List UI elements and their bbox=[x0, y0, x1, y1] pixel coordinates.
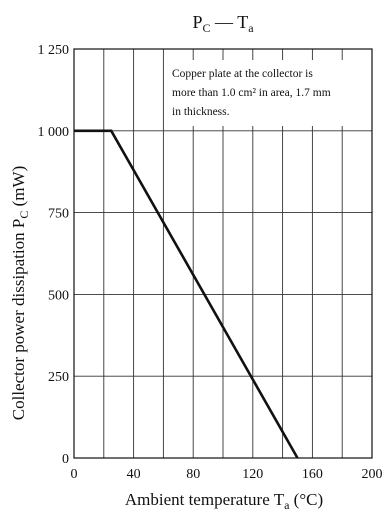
y-axis-label-unit: (mW) bbox=[9, 166, 28, 211]
y-tick-label-0: 0 bbox=[62, 452, 69, 467]
annotation-line-1: Copper plate at the collector is bbox=[172, 68, 313, 80]
x-axis-label-sub: a bbox=[284, 498, 290, 512]
y-tick-label-500: 500 bbox=[48, 288, 69, 303]
x-tick-label-80: 80 bbox=[186, 467, 200, 482]
annotation-box bbox=[166, 60, 366, 126]
x-tick-label-200: 200 bbox=[362, 467, 383, 482]
y-axis-label-text: Collector power dissipation P bbox=[9, 219, 28, 421]
x-tick-label-40: 40 bbox=[127, 467, 141, 482]
y-tick-label-250: 250 bbox=[48, 370, 69, 385]
annotation-line-3: in thickness. bbox=[172, 106, 230, 118]
annotation-line-2: more than 1.0 cm² in area, 1.7 mm bbox=[172, 87, 331, 99]
plot-frame bbox=[73, 48, 373, 459]
title-second: T bbox=[237, 12, 248, 32]
title-sep: — bbox=[211, 12, 238, 32]
title-main-sub: C bbox=[202, 21, 210, 35]
title-main: P bbox=[192, 12, 202, 32]
series-line-power-dissipation bbox=[74, 129, 299, 459]
y-tick-labels: 0 250 500 750 1 000 1 250 bbox=[38, 43, 70, 467]
x-tick-label-160: 160 bbox=[302, 467, 323, 482]
chart-title: PC — Ta bbox=[192, 12, 254, 35]
x-tick-label-0: 0 bbox=[71, 467, 78, 482]
y-tick-label-1250: 1 250 bbox=[38, 43, 70, 58]
y-tick-label-1000: 1 000 bbox=[38, 125, 70, 140]
title-second-sub: a bbox=[248, 21, 254, 35]
y-axis-label: Collector power dissipation PC (mW) bbox=[9, 166, 31, 420]
y-axis-label-sub: C bbox=[17, 211, 31, 219]
x-axis-label-text: Ambient temperature T bbox=[125, 490, 285, 509]
x-tick-label-120: 120 bbox=[242, 467, 263, 482]
x-axis-label-unit: (°C) bbox=[289, 490, 323, 509]
x-axis-label: Ambient temperature Ta (°C) bbox=[125, 490, 323, 512]
x-tick-labels: 0 40 80 120 160 200 bbox=[71, 467, 383, 482]
y-tick-label-750: 750 bbox=[48, 207, 69, 222]
